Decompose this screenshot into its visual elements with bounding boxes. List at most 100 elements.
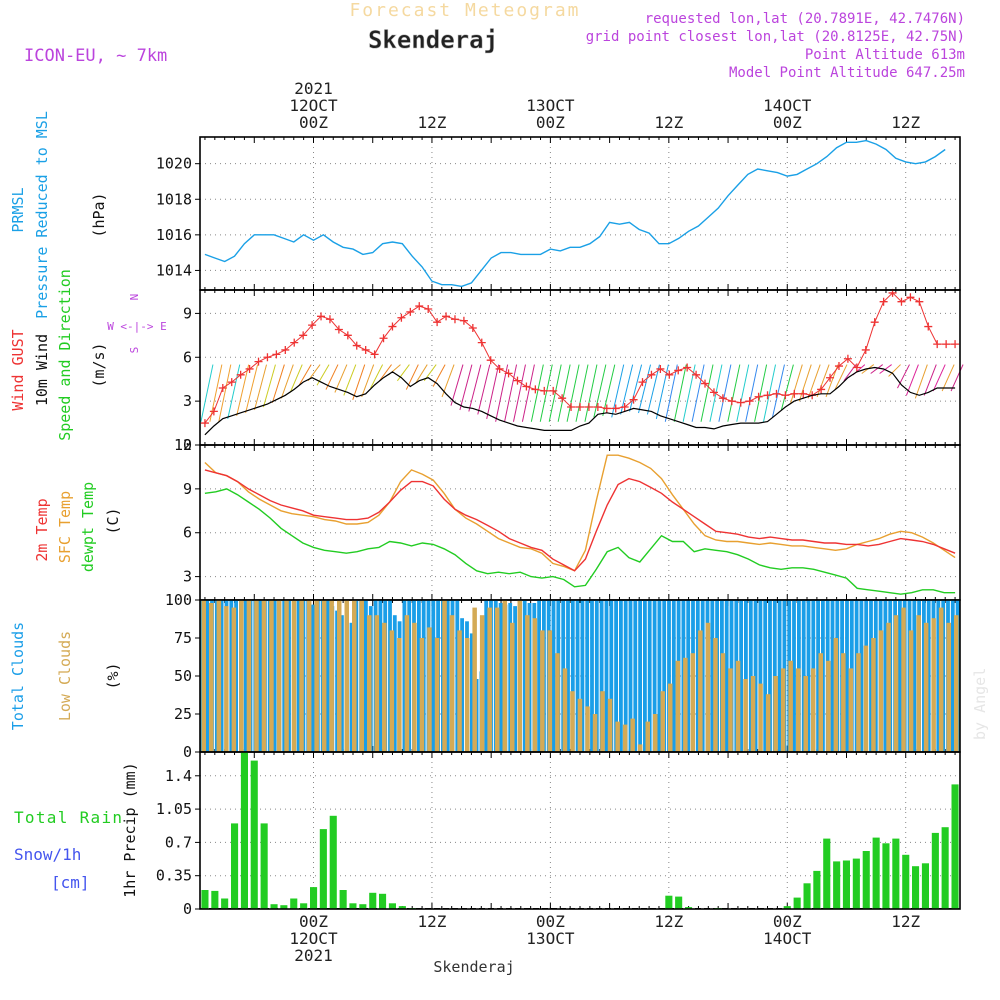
gust-marker bbox=[531, 385, 540, 394]
rain-bar bbox=[221, 898, 229, 909]
gust-marker bbox=[879, 297, 888, 306]
rain-bar bbox=[941, 827, 949, 909]
wind-arrow bbox=[870, 364, 883, 374]
total-cloud-bar bbox=[724, 600, 729, 752]
low-cloud-bar bbox=[532, 618, 538, 752]
total-cloud-bar bbox=[768, 600, 772, 752]
low-cloud-bar bbox=[743, 679, 748, 752]
wind-arrow bbox=[512, 364, 526, 422]
y-tick-label: 25 bbox=[174, 705, 192, 723]
rain-bar bbox=[240, 752, 248, 909]
low-cloud-bar bbox=[389, 630, 395, 752]
rain-bar bbox=[231, 823, 239, 909]
gridpoint-coords: grid point closest lon,lat (20.8125E, 42… bbox=[586, 29, 965, 45]
total-cloud-bar bbox=[869, 600, 873, 752]
low-cloud-bar bbox=[209, 603, 214, 752]
wind-arrow bbox=[620, 364, 634, 415]
low-cloud-bar bbox=[276, 600, 282, 752]
ylabel-pressure: Pressure Reduced to MSL bbox=[33, 111, 51, 319]
low-cloud-bar bbox=[555, 653, 560, 752]
rain-bar bbox=[201, 890, 209, 909]
gust-marker bbox=[629, 395, 638, 404]
gust-marker bbox=[620, 402, 629, 411]
low-cloud-bar bbox=[735, 660, 741, 752]
wind-arrow bbox=[361, 364, 375, 398]
wind-arrow bbox=[897, 364, 910, 389]
total-cloud-bar bbox=[498, 603, 503, 752]
gust-marker bbox=[290, 338, 299, 347]
total-cloud-bar bbox=[657, 600, 662, 752]
watermark: by Angel bbox=[971, 668, 989, 740]
gust-marker bbox=[745, 397, 754, 406]
wind-arrow bbox=[736, 364, 750, 422]
low-cloud-bar bbox=[201, 600, 206, 752]
panel-3: 0 25 50 75 100 Total Clouds Low Clouds (%) bbox=[9, 591, 961, 761]
total-cloud-bar bbox=[340, 615, 344, 752]
ylabel-wind: 10m Wind bbox=[33, 334, 51, 406]
rain-bar bbox=[379, 893, 387, 909]
low-cloud-bar bbox=[547, 630, 553, 752]
low-cloud-bar bbox=[698, 630, 703, 752]
gust-marker bbox=[567, 402, 576, 411]
rain-bar bbox=[388, 903, 396, 909]
wind-arrow bbox=[504, 364, 518, 422]
total-cloud-bar bbox=[652, 600, 657, 752]
gust-marker bbox=[576, 402, 584, 411]
total-cloud-bar bbox=[599, 600, 604, 752]
low-cloud-bar bbox=[818, 653, 823, 752]
wind-arrow bbox=[771, 364, 785, 418]
top-time-label: 12OCT bbox=[289, 96, 338, 115]
wind-arrow bbox=[789, 364, 803, 405]
wind-arrow bbox=[459, 364, 473, 411]
rain-bar bbox=[783, 906, 791, 909]
requested-coords: requested lon,lat (20.7891E, 42.7476N) bbox=[645, 11, 965, 27]
rain-bar bbox=[921, 863, 929, 909]
low-cloud-bar bbox=[720, 653, 726, 752]
ylabel-dewpt: dewpt Temp bbox=[79, 482, 97, 572]
total-cloud-bar bbox=[431, 600, 436, 752]
low-cloud-bar bbox=[434, 638, 440, 752]
gust-marker bbox=[317, 312, 326, 321]
top-time-label: 00Z bbox=[536, 113, 565, 132]
gust-marker bbox=[209, 407, 218, 416]
wind-arrow bbox=[334, 364, 348, 393]
y-tick-label: 0.35 bbox=[156, 867, 192, 885]
low-cloud-bar bbox=[291, 600, 297, 752]
total-cloud-bar bbox=[392, 615, 397, 752]
wind-arrow bbox=[450, 364, 464, 406]
gust-marker bbox=[370, 350, 379, 359]
total-cloud-bar bbox=[609, 600, 614, 752]
gust-marker bbox=[870, 318, 879, 327]
rain-bar bbox=[852, 858, 860, 909]
rain-bar bbox=[862, 851, 870, 909]
gust-marker bbox=[843, 354, 852, 363]
low-cloud-bar bbox=[374, 615, 380, 752]
rain-bar bbox=[359, 904, 367, 909]
gust-marker bbox=[647, 370, 656, 379]
wind-arrow bbox=[584, 364, 598, 422]
wind-arrow bbox=[539, 364, 553, 422]
total-cloud-bar bbox=[445, 600, 450, 752]
low-cloud-bar bbox=[622, 724, 628, 752]
low-cloud-bar bbox=[254, 600, 259, 752]
total-cloud-bar bbox=[936, 600, 941, 752]
wind-arrow bbox=[807, 364, 821, 399]
gust-marker bbox=[826, 373, 835, 382]
gust-marker bbox=[424, 305, 433, 314]
wind-arrow bbox=[923, 364, 937, 396]
wind-arrow bbox=[602, 364, 616, 417]
total-cloud-bar bbox=[378, 600, 383, 752]
wind-arrow bbox=[745, 364, 759, 422]
total-cloud-bar bbox=[883, 600, 888, 752]
gust-marker bbox=[674, 366, 683, 375]
total-cloud-bar bbox=[513, 606, 517, 752]
bottom-time-label: 00Z bbox=[773, 912, 802, 931]
point-altitude: Point Altitude 613m bbox=[805, 47, 965, 63]
y-tick-label: 0.7 bbox=[165, 833, 192, 851]
total-cloud-bar bbox=[604, 600, 609, 752]
total-cloud-bar bbox=[580, 600, 585, 752]
gust-marker bbox=[709, 388, 718, 397]
rain-bar bbox=[951, 784, 959, 909]
y-tick-label: 1020 bbox=[156, 155, 192, 173]
gust-marker bbox=[513, 376, 522, 385]
